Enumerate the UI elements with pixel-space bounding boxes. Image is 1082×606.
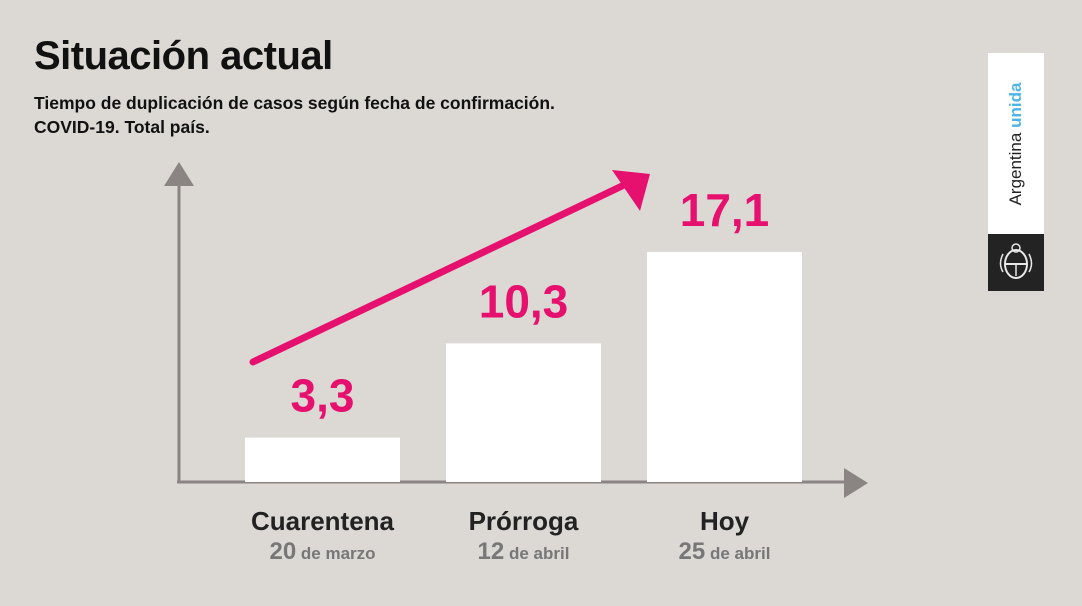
category-date-number: 12 <box>477 538 505 565</box>
category-label-2: Prórroga 12 de abril <box>414 505 634 570</box>
category-date-text: de marzo <box>296 544 376 563</box>
category-name: Hoy <box>699 506 750 536</box>
page-title: Situación actual <box>34 34 333 78</box>
argentina-unida-logo: Argentina unida <box>988 53 1044 291</box>
value-label-1: 3,3 <box>291 370 355 422</box>
category-date-number: 20 <box>269 538 297 565</box>
category-name: Prórroga <box>468 506 579 536</box>
bar-3 <box>647 251 802 482</box>
trend-arrow-shaft <box>249 182 626 366</box>
logo-text-regular: Argentina <box>1006 132 1025 206</box>
logo-text: Argentina unida <box>1006 83 1026 206</box>
category-label-3: Hoy 25 de abril <box>615 505 835 570</box>
coat-of-arms-icon <box>999 243 1033 279</box>
logo-text-panel: Argentina unida <box>988 53 1044 234</box>
category-date-text: de abril <box>705 544 771 563</box>
category-date-text: de abril <box>504 544 570 563</box>
category-label-1: Cuarentena 20 de marzo <box>213 505 433 570</box>
category-date: 12 de abril <box>414 537 634 570</box>
category-date-number: 25 <box>678 538 706 565</box>
value-label-2: 10,3 <box>479 275 569 327</box>
bar-2 <box>446 343 601 482</box>
logo-emblem-panel <box>988 234 1044 291</box>
trend-arrow-head <box>612 170 650 211</box>
subtitle-line-2: COVID-19. Total país. <box>34 117 210 137</box>
bar-1 <box>245 437 400 482</box>
category-name: Cuarentena <box>250 506 395 536</box>
subtitle-line-1: Tiempo de duplicación de casos según fec… <box>34 93 555 113</box>
x-axis-arrowhead <box>844 468 868 498</box>
logo-text-bold: unida <box>1006 82 1025 128</box>
category-date: 20 de marzo <box>213 537 433 570</box>
subtitle: Tiempo de duplicación de casos según fec… <box>34 91 555 139</box>
category-date: 25 de abril <box>615 537 835 570</box>
y-axis-arrowhead <box>164 162 194 186</box>
value-label-3: 17,1 <box>680 184 770 236</box>
